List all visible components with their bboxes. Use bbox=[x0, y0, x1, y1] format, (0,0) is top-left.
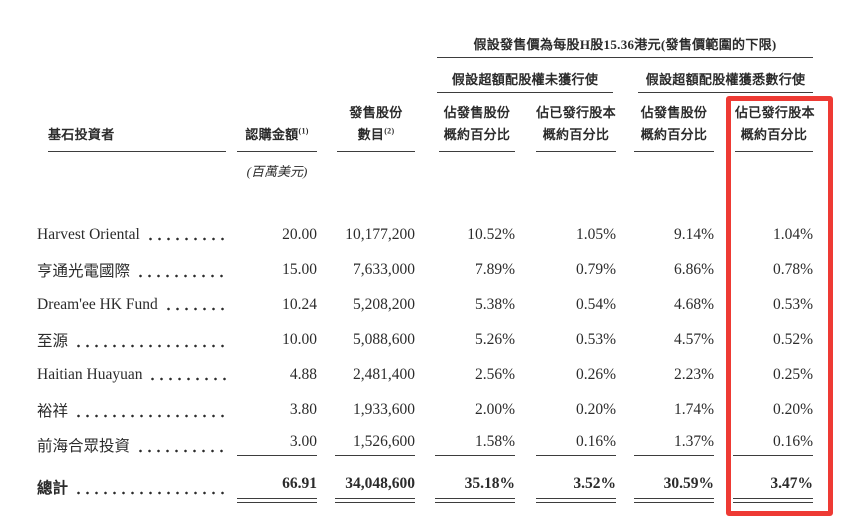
total-pct-issued-full-exercise: 3.47% bbox=[733, 475, 813, 503]
pct-issued-no-exercise: 0.26% bbox=[575, 365, 616, 383]
total-pct-offer-full-exercise: 30.59% bbox=[634, 475, 714, 503]
subscription-amount: 10.00 bbox=[282, 330, 317, 348]
dot-leader bbox=[163, 295, 227, 314]
subscription-amount: 3.00 bbox=[237, 433, 317, 456]
investor-name: Harvest Oriental bbox=[37, 225, 140, 243]
dot-leader bbox=[136, 258, 227, 281]
pct-issued-no-exercise: 0.20% bbox=[575, 400, 616, 418]
subscription-amount: 4.88 bbox=[289, 365, 317, 383]
total-offer-shares: 34,048,600 bbox=[335, 475, 415, 503]
pct-issued-no-exercise: 0.54% bbox=[575, 295, 616, 313]
pct-offer-full-exercise: 4.68% bbox=[673, 295, 714, 313]
pct-issued-no-exercise: 0.79% bbox=[575, 260, 616, 278]
pct-offer-full-exercise: 4.57% bbox=[673, 330, 714, 348]
pct-offer-no-exercise: 7.89% bbox=[474, 260, 515, 278]
total-subscription-amount: 66.91 bbox=[237, 475, 317, 503]
unit-row: (百萬美元) bbox=[37, 152, 813, 185]
investor-name: 前海合眾投資 bbox=[37, 437, 131, 455]
pct-issued-no-exercise: 0.16% bbox=[536, 433, 616, 456]
price-assumption-row: 假設發售價為每股H股15.36港元(發售價範圍的下限) bbox=[37, 30, 813, 58]
table-row: Haitian Huayuan 4.88 2,481,400 2.56% 0.2… bbox=[37, 357, 813, 392]
column-header-row: 基石投資者 認購金額(1) 發售股份 數目(2) 佔發售股份 概約百分比 佔已發… bbox=[37, 93, 815, 152]
subscription-amount: 20.00 bbox=[282, 225, 317, 243]
pct-offer-no-exercise: 5.38% bbox=[474, 295, 515, 313]
pct-offer-no-exercise: 10.52% bbox=[467, 225, 515, 243]
total-row: 總計 66.91 34,048,600 35.18% 3.52% 30.59% … bbox=[37, 462, 813, 512]
offer-shares: 5,208,200 bbox=[353, 295, 415, 313]
dot-leader bbox=[148, 365, 227, 384]
table-row: 裕祥 3.80 1,933,600 2.00% 0.20% 1.74% 0.20… bbox=[37, 392, 813, 427]
col-header-pct-offer-no-exercise: 佔發售股份 概約百分比 bbox=[439, 102, 515, 152]
pct-issued-no-exercise: 1.05% bbox=[575, 225, 616, 243]
investor-name: 裕祥 bbox=[37, 402, 69, 420]
offer-shares: 10,177,200 bbox=[345, 225, 415, 243]
subscription-amount: 15.00 bbox=[282, 260, 317, 278]
pct-offer-full-exercise: 6.86% bbox=[673, 260, 714, 278]
pct-offer-full-exercise: 1.37% bbox=[634, 433, 714, 456]
pct-issued-full-exercise: 0.20% bbox=[772, 400, 813, 418]
offer-shares: 7,633,000 bbox=[353, 260, 415, 278]
footnote-marker-1: (1) bbox=[298, 126, 309, 136]
price-assumption-header: 假設發售價為每股H股15.36港元(發售價範圍的下限) bbox=[437, 34, 813, 58]
subscription-amount: 3.80 bbox=[289, 400, 317, 418]
pct-issued-full-exercise: 1.04% bbox=[772, 225, 813, 243]
footnote-marker-2: (2) bbox=[384, 126, 395, 136]
amount-unit-label: (百萬美元) bbox=[246, 164, 308, 179]
overallotment-group-row: 假設超額配股權未獲行使 假設超額配股權獲悉數行使 bbox=[37, 58, 813, 93]
table-row: 前海合眾投資 3.00 1,526,600 1.58% 0.16% 1.37% … bbox=[37, 427, 813, 462]
table-row: Dream'ee HK Fund 10.24 5,208,200 5.38% 0… bbox=[37, 287, 813, 322]
col-header-investor: 基石投資者 bbox=[48, 124, 226, 152]
offer-shares: 1,933,600 bbox=[353, 400, 415, 418]
subscription-amount: 10.24 bbox=[282, 295, 317, 313]
col-header-offer-shares: 發售股份 數目(2) bbox=[337, 102, 415, 152]
pct-issued-full-exercise: 0.16% bbox=[733, 433, 813, 456]
offer-shares: 5,088,600 bbox=[353, 330, 415, 348]
pct-issued-full-exercise: 0.52% bbox=[772, 330, 813, 348]
investor-name: Dream'ee HK Fund bbox=[37, 295, 158, 313]
pct-issued-no-exercise: 0.53% bbox=[575, 330, 616, 348]
dot-leader bbox=[74, 328, 227, 351]
total-pct-issued-no-exercise: 3.52% bbox=[536, 475, 616, 503]
pct-offer-no-exercise: 5.26% bbox=[474, 330, 515, 348]
pct-issued-full-exercise: 0.53% bbox=[772, 295, 813, 313]
investor-name: 至源 bbox=[37, 332, 69, 350]
dot-leader bbox=[74, 398, 227, 421]
col-header-pct-offer-full-exercise: 佔發售股份 概約百分比 bbox=[634, 102, 714, 152]
total-pct-offer-no-exercise: 35.18% bbox=[435, 475, 515, 503]
investor-name: Haitian Huayuan bbox=[37, 365, 143, 383]
total-label: 總計 bbox=[37, 480, 69, 497]
pct-offer-full-exercise: 2.23% bbox=[673, 365, 714, 383]
dot-leader bbox=[136, 433, 227, 456]
dot-leader bbox=[74, 476, 227, 498]
pct-offer-no-exercise: 2.56% bbox=[474, 365, 515, 383]
table-row: 至源 10.00 5,088,600 5.26% 0.53% 4.57% 0.5… bbox=[37, 322, 813, 357]
col-header-subscription-amount: 認購金額(1) bbox=[237, 124, 317, 152]
col-header-pct-issued-full-exercise: 佔已發行股本 概約百分比 bbox=[735, 102, 815, 152]
table-row: 亨通光電國際 15.00 7,633,000 7.89% 0.79% 6.86%… bbox=[37, 252, 813, 287]
group-header-no-exercise: 假設超額配股權未獲行使 bbox=[437, 69, 613, 93]
group-header-full-exercise: 假設超額配股權獲悉數行使 bbox=[638, 69, 813, 93]
pct-offer-no-exercise: 2.00% bbox=[474, 400, 515, 418]
col-header-pct-issued-no-exercise: 佔已發行股本 概約百分比 bbox=[536, 102, 616, 152]
offer-shares: 1,526,600 bbox=[335, 433, 415, 456]
pct-issued-full-exercise: 0.25% bbox=[772, 365, 813, 383]
dot-leader bbox=[145, 225, 227, 244]
offer-shares: 2,481,400 bbox=[353, 365, 415, 383]
investor-name: 亨通光電國際 bbox=[37, 262, 131, 280]
pct-offer-full-exercise: 1.74% bbox=[673, 400, 714, 418]
cornerstone-investor-table: 假設發售價為每股H股15.36港元(發售價範圍的下限) 假設超額配股權未獲行使 … bbox=[37, 30, 815, 512]
pct-issued-full-exercise: 0.78% bbox=[772, 260, 813, 278]
pct-offer-no-exercise: 1.58% bbox=[435, 433, 515, 456]
pct-offer-full-exercise: 9.14% bbox=[673, 225, 714, 243]
table-row: Harvest Oriental 20.00 10,177,200 10.52%… bbox=[37, 217, 813, 252]
